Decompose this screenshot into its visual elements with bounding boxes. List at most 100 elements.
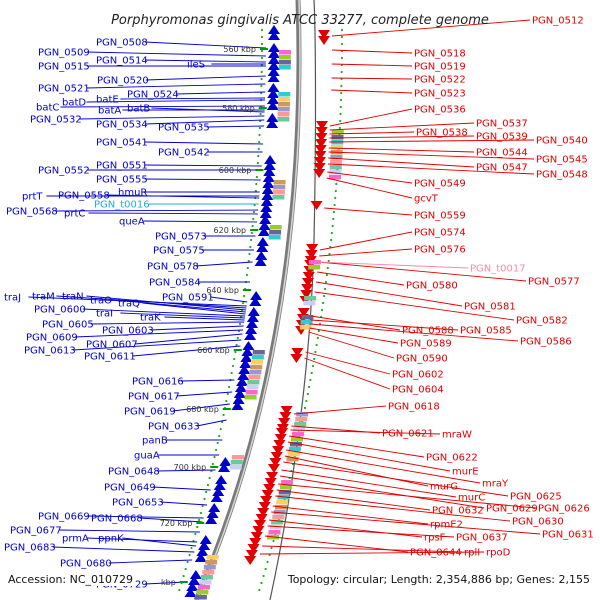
track-dot [250,238,253,242]
track-dot [251,224,254,228]
track-dot [257,154,260,158]
leader-line [329,139,535,143]
gene-label-pgn-0629: PGN_0629 [486,504,538,515]
gene-block [330,155,343,160]
gene-label-rpsf: rpsF [424,533,446,544]
gene-label-traq: traQ [118,299,140,310]
gene-block [289,442,302,447]
track-dot [260,35,264,39]
track-dot [340,35,344,39]
leader-line [144,119,265,125]
track-dot [225,399,228,403]
gene-label-pgn-0542: PGN_0542 [158,148,210,159]
leader-line [172,403,230,412]
gene-label-pgn-0581: PGN_0581 [464,302,516,313]
track-dot [330,238,333,242]
reverse-gene-arrow [276,428,289,437]
leader-line [326,177,413,199]
leader-line [120,97,266,100]
track-dot [178,588,181,592]
kb-tick-label: 700 kbp [174,463,207,472]
gene-block [277,107,290,112]
gene-label-trak: traK [140,313,161,324]
forward-gene-arrow [268,31,280,40]
kb-tick-label: 720 kbp [160,519,193,528]
forward-gene-arrow [257,227,270,236]
topology-summary: Topology: circular; Length: 2,354,886 bp… [285,573,592,586]
gene-label-pgn-0644: PGN_0644 [410,548,462,559]
track-dot [308,385,311,389]
leader-line [318,261,469,269]
track-dot [340,42,344,46]
kb-tick-label: 640 kbp [206,286,239,295]
track-dot [188,553,191,557]
kb-tick-label: 560 kbp [223,45,256,54]
track-dot [323,294,326,298]
gene-block [288,447,301,452]
leader-line [132,345,241,357]
reverse-gene-arrow [279,412,292,421]
forward-gene-arrow [268,25,280,34]
leader-line [144,581,186,585]
gene-label-quea: queA [119,217,145,228]
gene-block [292,432,304,437]
reverse-gene-arrow [260,496,273,505]
gene-label-pgn-0576: PGN_0576 [414,245,466,256]
forward-gene-arrow [258,221,271,230]
leader-line [317,271,405,286]
gene-label-pgn-0591: PGN_0591 [162,293,214,304]
backbone-highlight [196,0,301,600]
gene-label-pgn-0547: PGN_0547 [476,163,528,174]
leader-line [114,299,246,313]
leader-line [262,545,463,553]
leader-line [176,391,233,397]
kb-tick-label: 580 kbp [222,104,255,113]
track-dot [340,91,343,95]
track-dot [205,490,208,494]
gene-label-pgn-0683: PGN_0683 [4,543,56,554]
track-dot [334,189,337,193]
kb-tick-label: 660 kbp [197,346,230,355]
gene-block [203,565,216,570]
gene-label-pgn-0619: PGN_0619 [124,407,176,418]
gene-label-traj: traJ [4,293,21,304]
reverse-gene-arrow [315,133,328,142]
leader-line [259,551,485,555]
leader-line [275,495,511,522]
track-dot [321,308,324,312]
leader-line [134,333,243,345]
gene-block [232,455,244,460]
leader-line [283,461,509,497]
gene-block [271,520,284,525]
leader-line [160,501,207,506]
gene-block [294,422,307,427]
reverse-gene-arrow [278,418,291,427]
reverse-gene-arrow [318,36,330,45]
gene-label-murg: murG [430,482,458,493]
track-dot [255,182,258,186]
gene-block [268,235,281,240]
leader-line [314,291,515,321]
forward-gene-arrow [212,487,225,496]
gene-label-pgn-0630: PGN_0630 [512,517,564,528]
reverse-gene-arrow [263,484,276,493]
gene-label-pgn-0669: PGN_0669 [38,512,90,523]
leader-line [289,435,425,458]
gene-block [277,117,290,122]
forward-gene-arrow [244,331,257,340]
leader-line [331,19,531,37]
gene-label-pgn-0522: PGN_0522 [414,75,466,86]
gene-block [291,437,303,442]
forward-gene-arrow [254,257,267,266]
forward-gene-arrow [255,251,268,260]
gene-label-pgn-0602: PGN_0602 [392,370,444,381]
gene-block [278,102,290,107]
gene-label-pgn-0519: PGN_0519 [414,62,466,73]
track-dot [242,301,245,305]
track-dot [340,70,343,74]
gene-label-pgn-0680: PGN_0680 [60,559,112,570]
gene-label-pgn-0518: PGN_0518 [414,49,466,60]
gene-label-pgn-0577: PGN_0577 [528,277,580,288]
forward-gene-arrow [267,83,280,92]
